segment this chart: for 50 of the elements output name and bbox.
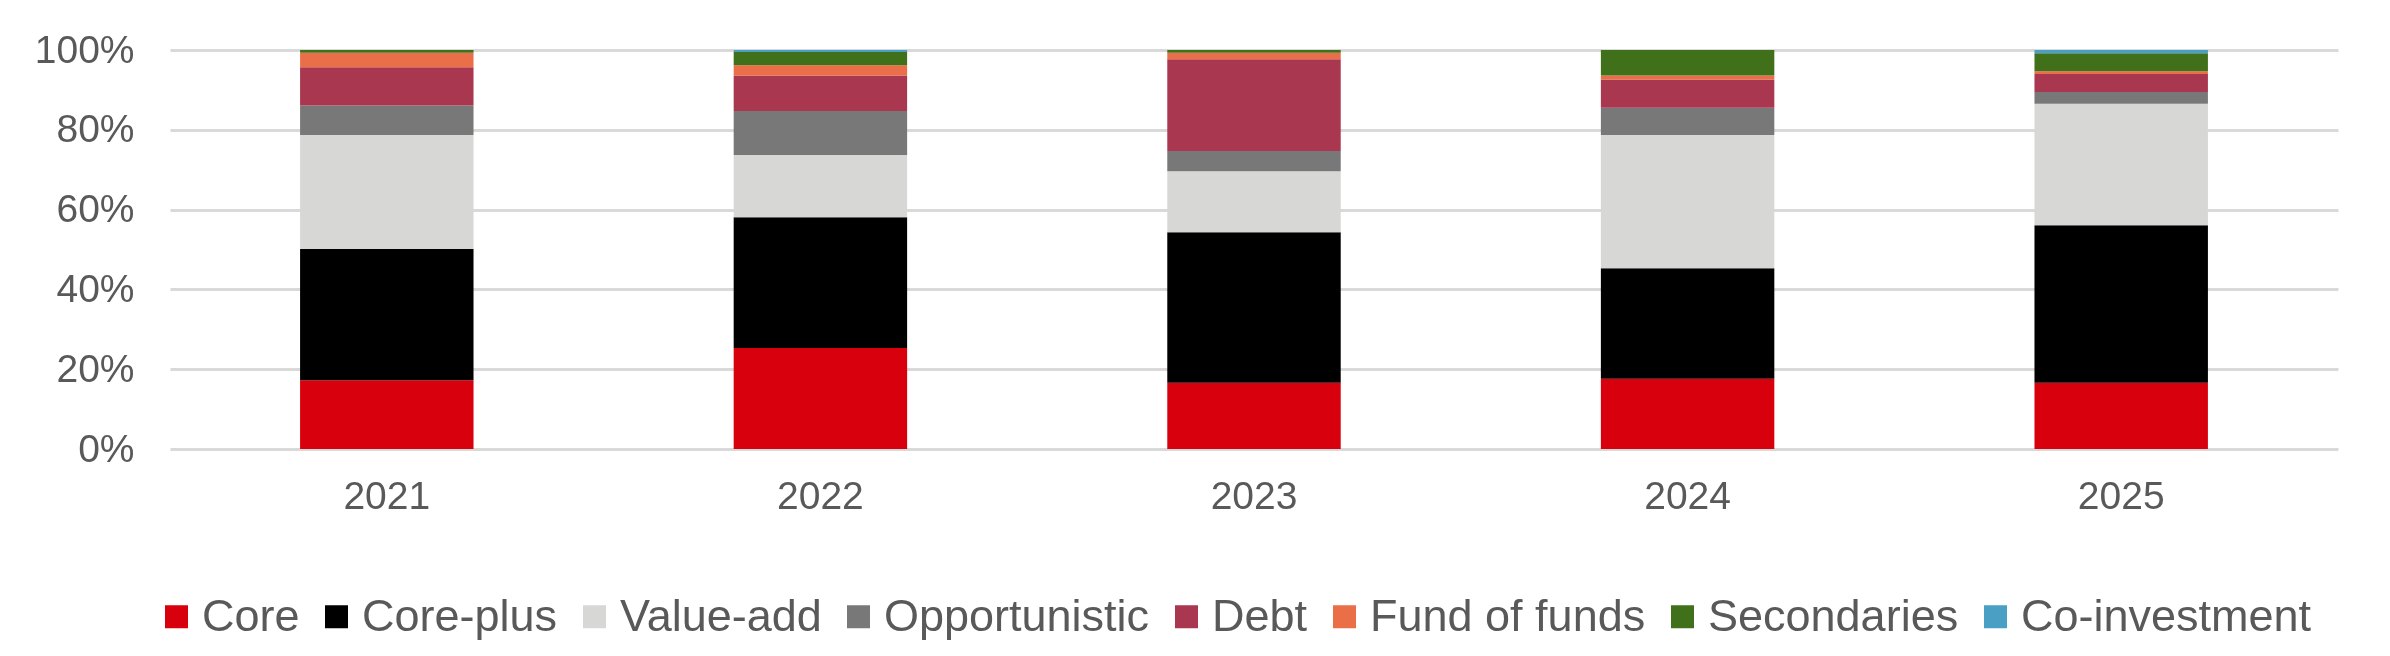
bar bbox=[2034, 382, 2208, 449]
bar bbox=[300, 50, 474, 53]
bar bbox=[300, 105, 474, 135]
bar bbox=[1600, 268, 1775, 379]
bar bbox=[300, 52, 474, 68]
bar bbox=[300, 67, 474, 106]
bar bbox=[733, 52, 908, 66]
bar bbox=[733, 65, 908, 76]
bar bbox=[300, 380, 474, 449]
legend-label: Debt bbox=[1212, 589, 1308, 641]
legend-label: Value-add bbox=[620, 589, 822, 641]
bar bbox=[1600, 107, 1775, 135]
bar bbox=[1167, 382, 1341, 449]
legend-label: Core bbox=[202, 589, 300, 641]
bar bbox=[1600, 79, 1775, 108]
bar bbox=[1167, 150, 1341, 172]
y-tick-label: 40% bbox=[56, 266, 135, 310]
legend-label: Secondaries bbox=[1708, 589, 1959, 641]
bar bbox=[300, 249, 474, 381]
bar bbox=[1167, 50, 1341, 53]
x-tick-label: 2025 bbox=[2077, 473, 2165, 517]
bar bbox=[1600, 75, 1775, 80]
bar bbox=[2034, 53, 2208, 72]
bar bbox=[1167, 59, 1341, 151]
legend-label: Fund of funds bbox=[1370, 589, 1646, 641]
legend-label: Core-plus bbox=[362, 589, 558, 641]
bar bbox=[733, 348, 908, 449]
bar bbox=[1167, 232, 1341, 383]
bar bbox=[733, 217, 908, 349]
y-tick-label: 80% bbox=[56, 107, 135, 151]
legend-label: Opportunistic bbox=[884, 589, 1150, 641]
y-tick-label: 100% bbox=[34, 27, 135, 71]
bar bbox=[1600, 50, 1775, 76]
bar bbox=[2034, 50, 2208, 54]
x-tick-label: 2024 bbox=[1644, 473, 1731, 517]
y-tick-label: 20% bbox=[56, 346, 135, 390]
y-tick-label: 60% bbox=[56, 187, 135, 231]
bar bbox=[1600, 378, 1775, 449]
y-tick-label: 0% bbox=[78, 426, 135, 470]
x-tick-label: 2022 bbox=[777, 473, 864, 517]
bar bbox=[2034, 71, 2208, 74]
bar bbox=[1167, 52, 1341, 60]
bar bbox=[2034, 73, 2208, 92]
legend-label: Co-investment bbox=[2021, 589, 2312, 641]
x-tick-label: 2021 bbox=[343, 473, 431, 517]
bar bbox=[2034, 225, 2208, 383]
x-tick-label: 2023 bbox=[1210, 473, 1298, 517]
bar bbox=[2034, 91, 2208, 104]
bar bbox=[733, 111, 908, 155]
bar bbox=[733, 75, 908, 112]
